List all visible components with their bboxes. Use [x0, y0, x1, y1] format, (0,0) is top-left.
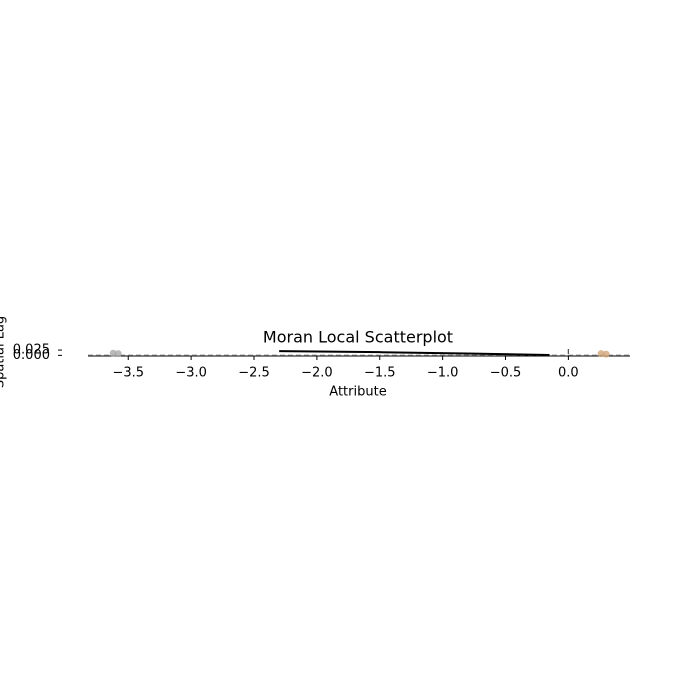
- point: [597, 350, 605, 358]
- y-tick-label: 0.000: [13, 348, 50, 363]
- fit-line: [279, 350, 550, 356]
- x-tick-label: −3.5: [112, 366, 144, 381]
- x-axis-label: Attribute: [329, 385, 386, 400]
- y-tick-label: 0.025: [13, 343, 50, 358]
- x-tick-label: −2.5: [238, 366, 270, 381]
- x-tick-label: −1.0: [427, 366, 459, 381]
- point: [114, 350, 122, 358]
- point: [602, 350, 610, 358]
- point: [109, 349, 117, 357]
- x-tick-label: −2.0: [301, 366, 333, 381]
- y-axis-label: Spatial Lag: [0, 316, 8, 388]
- chart-title: Moran Local Scatterplot: [263, 328, 453, 347]
- x-tick-label: −3.0: [175, 366, 207, 381]
- x-tick-label: −1.5: [364, 366, 396, 381]
- x-tick-label: 0.0: [558, 366, 579, 381]
- x-tick-label: −0.5: [490, 366, 522, 381]
